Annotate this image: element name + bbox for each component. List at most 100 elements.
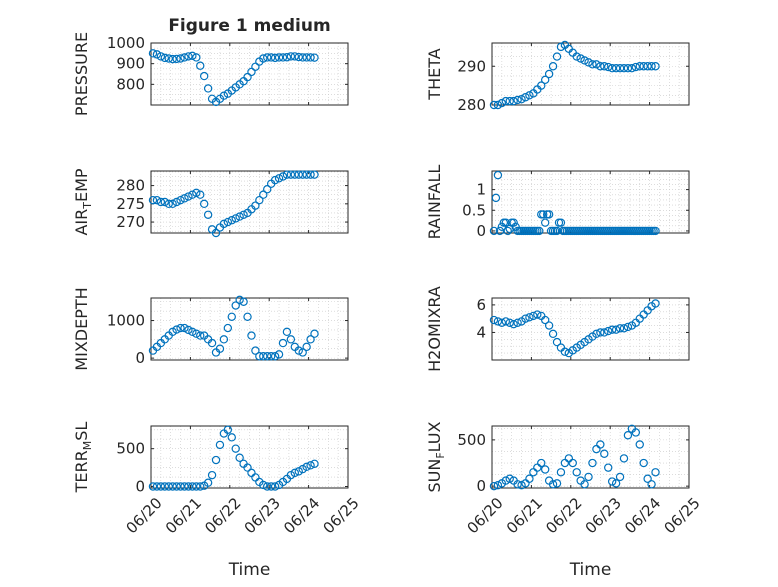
data-point <box>539 210 548 219</box>
data-point <box>223 425 233 434</box>
y-tick-label: 0.5 <box>462 201 486 219</box>
data-point <box>227 312 236 321</box>
data-point <box>647 480 656 489</box>
data-point <box>192 53 201 62</box>
data-point <box>219 219 229 229</box>
y-axis-label: THETA <box>425 48 444 100</box>
data-point <box>199 199 209 209</box>
data-point <box>227 433 236 442</box>
data-point <box>623 431 633 440</box>
data-point <box>627 63 637 73</box>
data-point <box>294 52 303 62</box>
data-point <box>651 299 660 308</box>
data-point <box>544 69 554 79</box>
data-point <box>247 331 256 340</box>
axes-box <box>150 170 349 234</box>
data-point <box>148 195 158 205</box>
data-point <box>251 201 260 210</box>
data-point <box>235 295 244 305</box>
data-point <box>548 480 558 489</box>
data-point <box>615 472 625 482</box>
data-point <box>176 54 185 63</box>
data-point <box>203 478 213 487</box>
data-point <box>164 199 173 209</box>
data-point <box>529 311 538 321</box>
data-point <box>513 95 522 105</box>
x-tick-label: 06/23 <box>582 494 625 537</box>
data-point <box>533 310 542 319</box>
data-point <box>623 322 633 332</box>
data-point <box>282 53 292 62</box>
data-point <box>180 53 189 62</box>
data-point <box>180 482 189 491</box>
data-point <box>298 53 307 62</box>
data-point <box>651 226 660 236</box>
data-point <box>196 190 205 199</box>
data-point <box>168 54 177 64</box>
y-axis-label: RAINFALL <box>425 165 444 240</box>
data-point <box>517 94 526 104</box>
panel-1: 800 900 1000 PRESSURE Figure 1 medium <box>72 16 349 116</box>
data-point <box>501 476 510 485</box>
axes-box <box>491 42 690 106</box>
data-point <box>596 62 605 71</box>
data-point <box>282 327 292 337</box>
data-point <box>505 474 514 483</box>
data-point <box>211 455 221 465</box>
x-tick-label: 06/23 <box>241 494 284 537</box>
data-point <box>517 481 526 490</box>
data-point <box>631 428 641 437</box>
data-point <box>239 297 248 306</box>
data-point <box>152 50 162 59</box>
y-tick-label: 500 <box>457 431 486 449</box>
data-point <box>588 458 597 468</box>
data-point <box>266 352 276 361</box>
y-tick-label: 270 <box>116 213 145 231</box>
data-point <box>302 342 311 352</box>
data-point <box>489 226 499 236</box>
data-point <box>521 314 530 323</box>
data-point <box>489 315 499 325</box>
data-point <box>180 194 189 203</box>
data-point <box>544 210 554 219</box>
panel-4: 0 0.5 1 RAINFALL <box>425 165 690 240</box>
data-point <box>306 53 315 62</box>
data-point <box>160 53 169 63</box>
data-point <box>294 170 303 179</box>
data-point <box>243 312 252 321</box>
data-point <box>223 323 233 333</box>
data-point <box>623 63 633 73</box>
axes-box <box>491 170 690 234</box>
data-point <box>263 352 272 361</box>
data-point <box>176 195 185 205</box>
data-point <box>152 195 162 205</box>
data-point <box>588 60 597 69</box>
data-point <box>501 218 510 227</box>
data-point <box>631 62 641 72</box>
data-point <box>255 352 264 361</box>
data-point <box>540 218 550 227</box>
data-point <box>592 60 601 69</box>
data-point <box>619 63 629 73</box>
data-point <box>611 63 621 73</box>
y-axis-label: MIXDEPTH <box>72 287 91 370</box>
data-point <box>215 440 225 450</box>
data-point <box>611 479 621 488</box>
data-point <box>607 63 617 73</box>
data-point <box>172 482 181 491</box>
data-point <box>600 449 609 458</box>
data-point <box>235 212 244 221</box>
data-point <box>525 313 534 322</box>
data-point <box>188 327 197 337</box>
panel-6: 4 6 H2OMIXRA <box>425 286 690 372</box>
data-point <box>556 42 566 52</box>
x-tick-label: 06/21 <box>162 494 205 537</box>
data-point <box>509 218 518 227</box>
data-point <box>552 226 562 236</box>
data-point <box>219 91 229 100</box>
data-point <box>310 53 319 62</box>
x-tick-label: 06/25 <box>319 494 362 537</box>
data-point <box>600 328 609 337</box>
data-point <box>302 462 311 472</box>
